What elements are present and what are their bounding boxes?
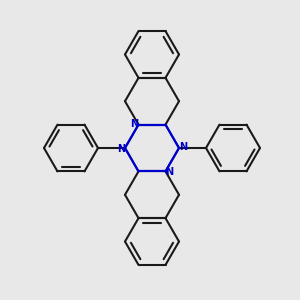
- Text: N: N: [179, 142, 187, 152]
- Text: N: N: [130, 118, 139, 129]
- Text: N: N: [165, 167, 174, 177]
- Text: N: N: [117, 144, 125, 154]
